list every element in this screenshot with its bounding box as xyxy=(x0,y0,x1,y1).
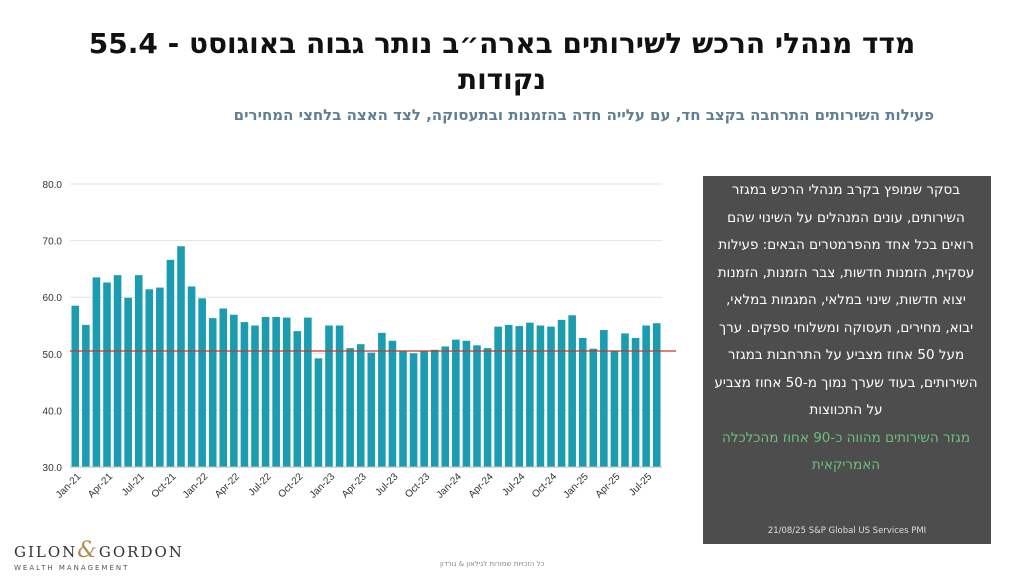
logo-subtitle: WEALTH MANAGEMENT xyxy=(14,564,130,572)
panel-highlight-text: מגזר השירותים מהווה כ-90 אחוז מהכלכלה הא… xyxy=(721,429,971,474)
bar xyxy=(441,346,450,467)
bar xyxy=(356,344,365,467)
bar xyxy=(504,324,513,467)
page-subtitle: פעילות השירותים התרחבה בקצב חד, עם עלייה… xyxy=(233,106,934,124)
bar xyxy=(325,325,333,467)
page-title: מדד מנהלי הרכש לשירותים בארה״ב נותר גבוה… xyxy=(88,27,916,96)
logo-ampersand: & xyxy=(77,538,99,563)
bar xyxy=(642,325,650,467)
bar xyxy=(399,350,407,467)
bar xyxy=(166,259,175,467)
y-tick-label: 80.0 xyxy=(43,180,63,191)
bar xyxy=(261,317,270,467)
logo-name-right: GORDON xyxy=(98,543,184,561)
bar xyxy=(578,337,587,467)
x-tick-label: Jan-22 xyxy=(181,471,211,501)
bar xyxy=(483,348,492,467)
x-tick-label: Oct-21 xyxy=(150,471,179,500)
y-tick-label: 50.0 xyxy=(43,350,63,361)
y-tick-label: 30.0 xyxy=(43,463,63,474)
x-tick-label: Apr-23 xyxy=(340,471,369,500)
footer-copyright: כל הזכויות שמורות לגילאון & גורדון xyxy=(440,560,545,568)
x-tick-label: Jan-24 xyxy=(435,471,465,501)
bar xyxy=(621,333,629,467)
bar xyxy=(610,350,619,467)
bar xyxy=(589,348,598,467)
bar xyxy=(240,322,249,467)
bar xyxy=(600,330,608,467)
bar xyxy=(536,325,545,467)
bar xyxy=(208,318,217,467)
bar xyxy=(145,289,154,467)
bar xyxy=(156,287,164,467)
x-tick-label: Jul-24 xyxy=(500,471,527,498)
x-tick-label: Jul-22 xyxy=(247,471,274,498)
y-tick-label: 60.0 xyxy=(43,293,63,304)
bar xyxy=(473,345,481,467)
logo-name-left: GILON xyxy=(14,543,78,561)
bar xyxy=(82,324,90,467)
bar xyxy=(187,286,196,467)
bar xyxy=(652,323,661,467)
bar xyxy=(314,358,323,467)
bar xyxy=(134,275,143,467)
bar xyxy=(420,350,428,467)
company-logo: GILON&GORDON WEALTH MANAGEMENT xyxy=(14,538,182,572)
bar xyxy=(430,349,439,467)
bar xyxy=(92,277,101,467)
x-tick-label: Jan-23 xyxy=(308,471,338,501)
bar xyxy=(198,298,206,467)
info-panel: בסקר שמופץ בקרב מנהלי הרכש במגזר השירותי… xyxy=(703,176,991,544)
x-tick-label: Apr-25 xyxy=(594,471,623,500)
bar xyxy=(346,348,354,467)
bar xyxy=(547,326,555,467)
bar xyxy=(230,314,238,467)
x-tick-label: Apr-24 xyxy=(467,471,496,500)
bar xyxy=(462,340,471,467)
bar xyxy=(378,332,386,467)
x-tick-label: Apr-21 xyxy=(86,471,115,500)
x-tick-label: Apr-22 xyxy=(213,471,242,500)
bar xyxy=(494,326,502,467)
bar xyxy=(113,275,122,467)
bar xyxy=(367,352,376,467)
bar xyxy=(71,305,80,467)
panel-body-text: בסקר שמופץ בקרב מנהלי הרכש במגזר השירותי… xyxy=(714,182,978,418)
bar xyxy=(526,322,534,467)
panel-description: בסקר שמופץ בקרב מנהלי הרכש במגזר השירותי… xyxy=(703,177,991,480)
bar xyxy=(103,282,111,467)
x-tick-label: Oct-22 xyxy=(276,471,305,500)
x-tick-label: Jul-25 xyxy=(627,471,654,498)
y-tick-label: 70.0 xyxy=(43,237,63,248)
bar xyxy=(388,340,397,467)
bar xyxy=(219,308,228,467)
panel-source: 21/08/25 S&P Global US Services PMI xyxy=(767,526,927,536)
bar xyxy=(272,317,280,467)
bar xyxy=(631,337,640,467)
x-tick-label: Jan-21 xyxy=(54,471,84,501)
bar xyxy=(177,246,185,467)
bar xyxy=(515,326,524,467)
bar xyxy=(335,325,344,467)
bar xyxy=(124,297,132,467)
bar xyxy=(293,331,302,467)
x-tick-label: Jul-21 xyxy=(120,471,147,498)
x-tick-label: Oct-23 xyxy=(403,471,432,500)
bar xyxy=(282,317,291,467)
bar xyxy=(452,339,460,467)
bar xyxy=(409,353,418,467)
bar xyxy=(304,317,312,467)
x-tick-label: Jan-25 xyxy=(561,471,591,501)
bar xyxy=(251,325,259,467)
bar xyxy=(568,315,576,467)
x-tick-label: Oct-24 xyxy=(530,471,559,500)
bar xyxy=(557,319,566,467)
y-tick-label: 40.0 xyxy=(43,406,63,417)
x-tick-label: Jul-23 xyxy=(374,471,401,498)
